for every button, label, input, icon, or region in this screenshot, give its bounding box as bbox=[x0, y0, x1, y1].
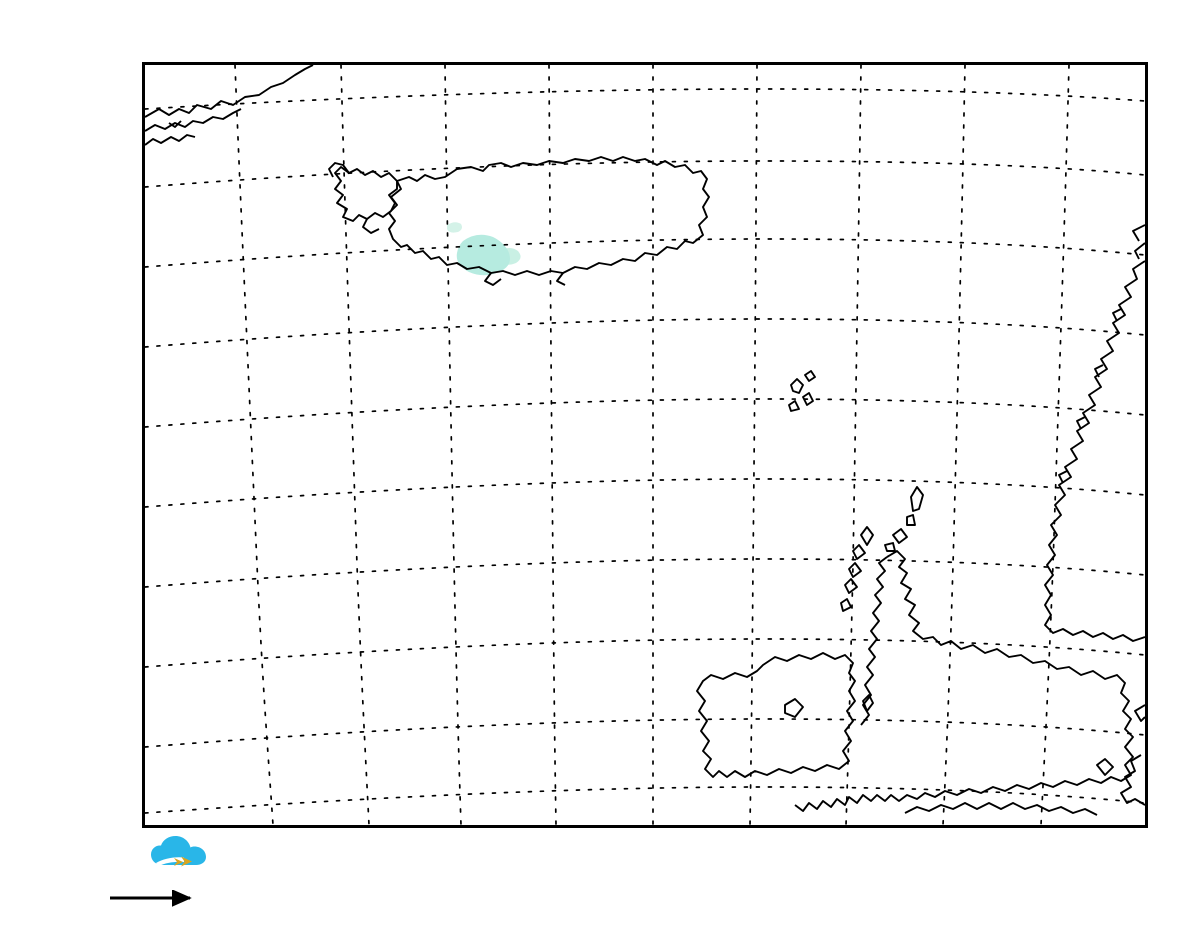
graticule-layer bbox=[145, 65, 1145, 825]
wind-scale-key bbox=[108, 889, 206, 930]
map-frame[interactable] bbox=[142, 62, 1148, 828]
cloud-icon bbox=[150, 835, 216, 873]
aot-colorbar-labels bbox=[248, 905, 1155, 929]
coastline-layer bbox=[145, 65, 1145, 816]
aot-plume-layer bbox=[447, 222, 521, 276]
map-canvas[interactable] bbox=[145, 65, 1145, 825]
seevccc-logo[interactable] bbox=[150, 833, 223, 875]
wind-key-arrow bbox=[110, 889, 192, 907]
aot-colorbar[interactable] bbox=[248, 885, 1155, 902]
